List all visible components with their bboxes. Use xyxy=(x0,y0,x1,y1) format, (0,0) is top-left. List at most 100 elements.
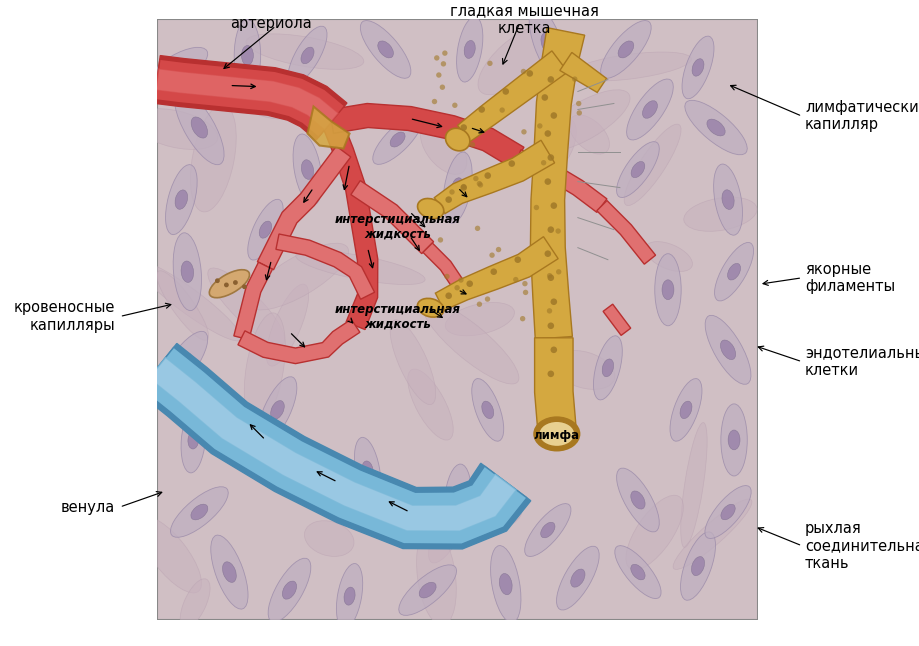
Text: лимфа: лимфа xyxy=(533,428,579,442)
Text: интерстициальная
жидкость: интерстициальная жидкость xyxy=(335,213,460,241)
Circle shape xyxy=(540,160,546,165)
Ellipse shape xyxy=(133,109,218,149)
Circle shape xyxy=(474,225,480,231)
Circle shape xyxy=(223,282,229,287)
Ellipse shape xyxy=(451,490,463,510)
Circle shape xyxy=(550,346,557,353)
Ellipse shape xyxy=(727,430,739,450)
Ellipse shape xyxy=(248,244,348,310)
Circle shape xyxy=(442,50,447,56)
Ellipse shape xyxy=(170,61,187,74)
Text: артериола: артериола xyxy=(231,16,312,31)
Circle shape xyxy=(437,237,443,243)
Circle shape xyxy=(233,280,237,285)
Circle shape xyxy=(537,123,542,129)
Ellipse shape xyxy=(451,178,463,198)
Circle shape xyxy=(544,251,550,257)
Circle shape xyxy=(555,228,561,234)
Ellipse shape xyxy=(499,574,512,595)
Circle shape xyxy=(454,285,460,291)
Ellipse shape xyxy=(679,401,691,419)
Circle shape xyxy=(436,72,441,78)
Ellipse shape xyxy=(704,486,751,539)
Ellipse shape xyxy=(136,261,242,341)
Ellipse shape xyxy=(165,165,197,234)
Circle shape xyxy=(477,182,482,187)
Polygon shape xyxy=(514,150,607,213)
Ellipse shape xyxy=(691,59,703,76)
Polygon shape xyxy=(560,52,606,92)
Polygon shape xyxy=(138,344,530,549)
Ellipse shape xyxy=(680,422,707,548)
Ellipse shape xyxy=(176,353,192,371)
Ellipse shape xyxy=(727,264,740,280)
Ellipse shape xyxy=(362,461,373,479)
Ellipse shape xyxy=(528,6,566,80)
Ellipse shape xyxy=(630,162,644,178)
Circle shape xyxy=(445,293,451,299)
Circle shape xyxy=(484,297,490,302)
Ellipse shape xyxy=(420,123,466,174)
Circle shape xyxy=(215,278,220,283)
Polygon shape xyxy=(329,103,524,168)
Ellipse shape xyxy=(235,86,298,119)
Ellipse shape xyxy=(139,517,201,593)
Circle shape xyxy=(508,160,515,167)
Ellipse shape xyxy=(673,499,751,569)
Text: венула: венула xyxy=(61,499,115,515)
Ellipse shape xyxy=(482,401,494,419)
Ellipse shape xyxy=(344,587,355,605)
Circle shape xyxy=(575,101,581,106)
Ellipse shape xyxy=(301,47,313,64)
Circle shape xyxy=(547,76,553,83)
Ellipse shape xyxy=(181,261,193,282)
Ellipse shape xyxy=(247,199,283,260)
Circle shape xyxy=(544,130,550,137)
Circle shape xyxy=(550,202,557,209)
Ellipse shape xyxy=(625,495,683,570)
Ellipse shape xyxy=(704,315,750,384)
Ellipse shape xyxy=(570,52,691,81)
Ellipse shape xyxy=(471,379,504,441)
Circle shape xyxy=(466,280,472,287)
Circle shape xyxy=(470,142,475,147)
Ellipse shape xyxy=(416,527,456,625)
Circle shape xyxy=(533,205,539,210)
Ellipse shape xyxy=(680,532,715,600)
Ellipse shape xyxy=(157,271,209,340)
Ellipse shape xyxy=(681,36,713,99)
Ellipse shape xyxy=(602,359,613,377)
Ellipse shape xyxy=(618,41,633,58)
Text: рыхлая
соединительная
ткань: рыхлая соединительная ткань xyxy=(804,521,919,571)
Ellipse shape xyxy=(258,377,297,443)
Ellipse shape xyxy=(208,268,284,344)
Ellipse shape xyxy=(630,491,644,509)
Polygon shape xyxy=(154,59,345,137)
Circle shape xyxy=(541,94,548,101)
Ellipse shape xyxy=(417,198,443,219)
Ellipse shape xyxy=(556,547,598,610)
Circle shape xyxy=(499,107,505,113)
Circle shape xyxy=(242,284,246,289)
Ellipse shape xyxy=(244,313,285,425)
Ellipse shape xyxy=(175,90,224,165)
Circle shape xyxy=(460,124,467,131)
Circle shape xyxy=(547,371,553,377)
Polygon shape xyxy=(457,51,567,141)
Circle shape xyxy=(572,76,577,82)
Circle shape xyxy=(522,289,528,295)
Ellipse shape xyxy=(282,581,296,599)
Ellipse shape xyxy=(245,34,363,69)
Circle shape xyxy=(522,281,528,286)
Polygon shape xyxy=(154,56,346,140)
Circle shape xyxy=(521,129,526,134)
Ellipse shape xyxy=(390,320,436,404)
Ellipse shape xyxy=(641,101,657,118)
Ellipse shape xyxy=(422,301,518,384)
Text: якорные
филаменты: якорные филаменты xyxy=(804,262,894,294)
Ellipse shape xyxy=(553,351,614,390)
Circle shape xyxy=(547,322,553,329)
Ellipse shape xyxy=(173,375,245,429)
Ellipse shape xyxy=(714,242,753,301)
Ellipse shape xyxy=(720,404,746,476)
